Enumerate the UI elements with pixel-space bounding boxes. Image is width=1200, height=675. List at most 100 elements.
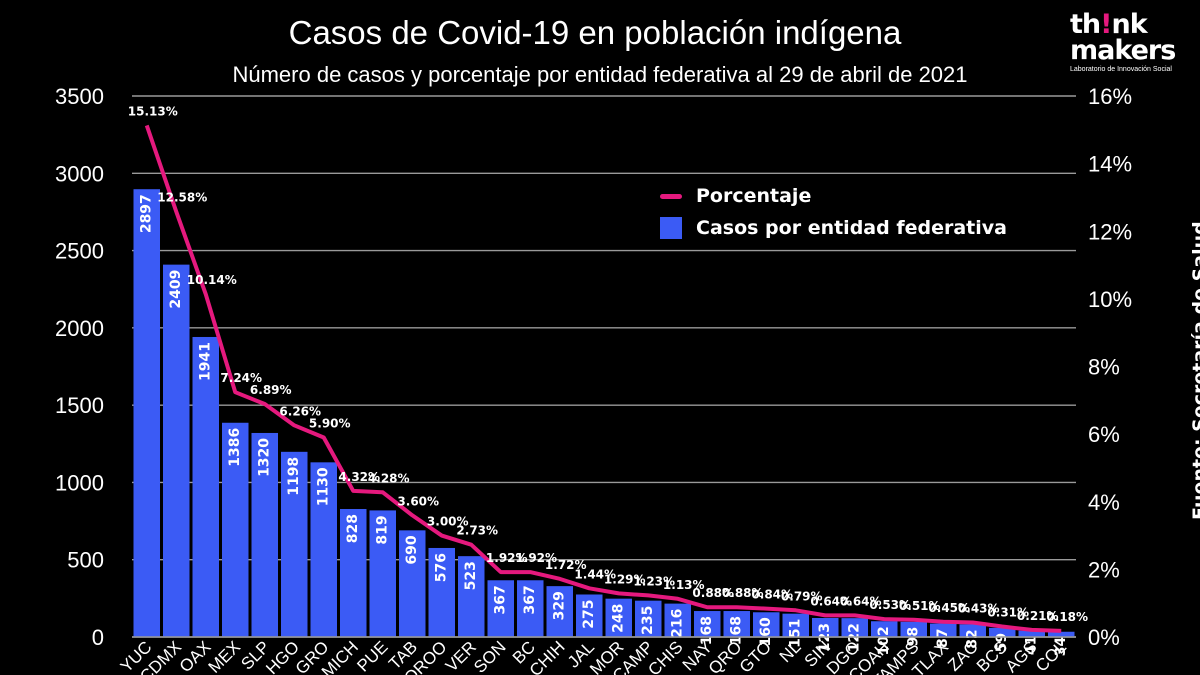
percentage-label: 0.88% [692, 586, 734, 600]
bar-value-label: 367 [493, 585, 509, 614]
y2-tick-label: 8% [1088, 355, 1120, 380]
bar [989, 627, 1016, 637]
bar [871, 621, 898, 637]
percentage-label: 4.28% [368, 471, 410, 485]
bar-value-label: 168 [699, 616, 715, 645]
y2-tick-label: 16% [1088, 84, 1132, 109]
percentage-label: 1.92% [486, 551, 528, 565]
bar [517, 580, 544, 637]
bar [163, 264, 190, 637]
legend-item-porcentaje: Porcentaje [660, 180, 1007, 212]
bar [428, 547, 455, 637]
percentage-label: 0.43% [958, 601, 1000, 615]
y2-tick-label: 2% [1088, 557, 1120, 582]
bar [576, 594, 603, 637]
bar [694, 611, 721, 637]
y-tick-label: 500 [67, 548, 104, 573]
percentage-label: 1.72% [545, 558, 587, 572]
bar [222, 422, 249, 637]
y-tick-label: 1000 [55, 470, 104, 495]
y2-tick-label: 10% [1088, 287, 1132, 312]
x-tick-label: MEX [205, 637, 244, 675]
percentage-label: 10.14% [187, 273, 237, 287]
x-tick-label: PUE [353, 637, 391, 675]
bar-value-label: 235 [640, 606, 656, 635]
chart-legend: Porcentaje Casos por entidad federativa [660, 180, 1007, 244]
bar [399, 530, 426, 637]
bar [635, 600, 662, 637]
bar-value-label: 87 [935, 629, 951, 648]
bar [340, 509, 367, 637]
bar [753, 612, 780, 637]
brand-logo: th!nk makers Laboratorio de Innovación So… [1070, 11, 1190, 73]
bar [812, 617, 839, 637]
percentage-label: 0.64% [840, 594, 882, 608]
bar [369, 510, 396, 637]
y-tick-label: 0 [92, 625, 104, 650]
bar-value-label: 122 [847, 623, 863, 652]
percentage-label: 6.26% [279, 404, 321, 418]
bar-value-label: 367 [522, 585, 538, 614]
bar [1018, 630, 1045, 637]
bar-value-label: 82 [965, 629, 981, 648]
bar-value-label: 41 [1024, 636, 1040, 655]
bar-value-label: 59 [994, 633, 1010, 652]
bar-value-label: 819 [375, 515, 391, 544]
bar [959, 624, 986, 637]
chart-subtitle: Número de casos y porcentaje por entidad… [232, 62, 968, 87]
percentage-label: 7.24% [220, 371, 262, 385]
bar-value-label: 2409 [168, 270, 184, 309]
bar [664, 603, 691, 637]
bar-value-label: 168 [729, 616, 745, 645]
percentage-label: 1.13% [663, 578, 705, 592]
percentage-label: 0.64% [810, 594, 852, 608]
bar-value-label: 1386 [227, 428, 243, 467]
bar [546, 586, 573, 637]
percentage-label: 0.45% [928, 601, 970, 615]
bar [310, 462, 337, 637]
bar [133, 189, 160, 637]
brand-tagline: Laboratorio de Innovación Social [1070, 66, 1172, 73]
percentage-label: 0.84% [751, 588, 793, 602]
percentage-label: 6.89% [250, 383, 292, 397]
y-tick-label: 3500 [55, 84, 104, 109]
y2-tick-label: 0% [1088, 625, 1120, 650]
legend-item-casos: Casos por entidad federativa [660, 212, 1007, 244]
percentage-label: 3.60% [397, 494, 439, 508]
bar-value-label: 2897 [139, 194, 155, 233]
bar-value-label: 523 [463, 561, 479, 590]
bar-value-label: 329 [552, 591, 568, 620]
bar [281, 451, 308, 637]
y2-tick-label: 12% [1088, 219, 1132, 244]
percentage-label: 0.31% [987, 606, 1029, 620]
bar-value-label: 102 [876, 626, 892, 655]
source-note: Fuente: Secretaría de Salud . [1189, 207, 1200, 520]
y-tick-label: 3000 [55, 161, 104, 186]
legend-label-casos: Casos por entidad federativa [696, 217, 1007, 239]
percentage-label: 15.13% [128, 104, 178, 118]
y-tick-label: 1500 [55, 393, 104, 418]
legend-label-porcentaje: Porcentaje [696, 185, 812, 207]
bar [930, 623, 957, 637]
bar-value-label: 160 [758, 617, 774, 646]
bar [841, 618, 868, 637]
legend-line-swatch [660, 193, 682, 199]
bar-value-label: 1320 [257, 438, 273, 477]
x-tick-label: VER [442, 637, 480, 675]
percentage-label: 0.53% [869, 598, 911, 612]
y-tick-label: 2000 [55, 316, 104, 341]
bar-value-label: 1198 [286, 457, 302, 496]
bar [1048, 631, 1075, 637]
percentage-label: 12.58% [157, 191, 207, 205]
bar [782, 613, 809, 637]
y2-tick-label: 14% [1088, 152, 1132, 177]
bar [900, 621, 927, 637]
bar-value-label: 690 [404, 535, 420, 564]
bar-value-label: 248 [611, 604, 627, 633]
percentage-label: 2.73% [456, 524, 498, 538]
bar [487, 580, 514, 637]
chart-title: Casos de Covid-19 en población indígena [288, 14, 902, 51]
bar [723, 611, 750, 637]
percentage-label: 0.18% [1046, 610, 1088, 624]
